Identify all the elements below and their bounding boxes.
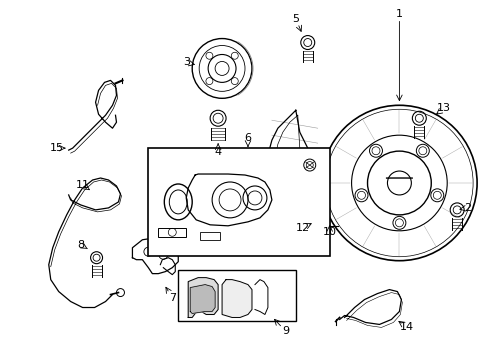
Text: 5: 5 [292, 14, 299, 24]
Text: 15: 15 [50, 143, 63, 153]
Text: 1: 1 [395, 9, 402, 19]
Text: 14: 14 [400, 323, 414, 332]
Text: 8: 8 [77, 240, 84, 250]
Text: 4: 4 [214, 147, 221, 157]
Text: 9: 9 [282, 327, 289, 336]
Text: 2: 2 [464, 203, 471, 213]
Text: 11: 11 [76, 180, 89, 190]
Text: 6: 6 [244, 133, 251, 143]
Polygon shape [188, 278, 218, 318]
Polygon shape [222, 280, 251, 318]
Text: 13: 13 [436, 103, 450, 113]
Text: 3: 3 [183, 58, 189, 67]
Bar [148, 148, 329, 256]
Bar [178, 270, 295, 321]
Text: 7: 7 [168, 293, 176, 302]
Text: 10: 10 [322, 227, 336, 237]
Bar [158, 228, 186, 237]
Text: 12: 12 [295, 223, 309, 233]
Polygon shape [190, 285, 215, 314]
Bar [200, 232, 220, 240]
